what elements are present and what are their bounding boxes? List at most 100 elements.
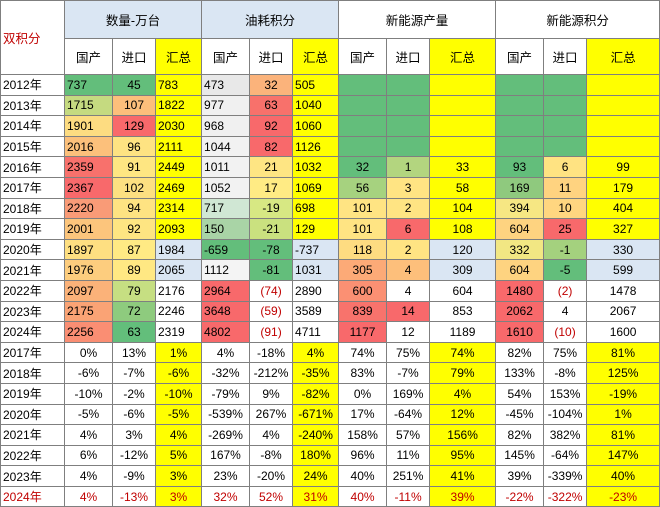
table-cell: 92 xyxy=(249,115,294,137)
table-cell: 2 xyxy=(386,197,431,220)
table-cell: (2) xyxy=(543,279,588,302)
table-cell: 4% xyxy=(64,465,113,487)
table-cell: 93 xyxy=(495,156,545,178)
table-cell: 75% xyxy=(543,341,588,364)
table-cell: 95% xyxy=(429,444,497,467)
table-cell: -10% xyxy=(154,382,203,405)
table-cell: 63 xyxy=(112,321,156,343)
table-cell: -19% xyxy=(586,382,660,405)
row-year-label: 2017年 xyxy=(0,176,65,199)
table-cell: -8% xyxy=(249,444,294,467)
table-cell: 1822 xyxy=(154,94,203,117)
table-cell xyxy=(495,115,545,137)
table-cell: 31% xyxy=(292,485,340,507)
table-cell: 82 xyxy=(249,135,294,158)
table-cell: 81% xyxy=(586,424,660,446)
table-row: 2022年 2097 79 2176 2964 (74) 2890 600 4 604 1480 (2… xyxy=(0,279,660,302)
subheader-import: 进口 xyxy=(112,38,156,75)
table-cell: 11% xyxy=(386,444,431,467)
table-cell: 1610 xyxy=(495,321,545,343)
table-cell: 2093 xyxy=(154,218,203,240)
table-cell xyxy=(495,135,545,158)
table-cell: 2062 xyxy=(495,300,545,323)
table-cell: 147% xyxy=(586,444,660,467)
table-cell: -64% xyxy=(543,444,588,467)
table-cell: -104% xyxy=(543,403,588,426)
subheader-import: 进口 xyxy=(249,38,294,75)
table-cell: 158% xyxy=(338,424,388,446)
table-cell: 25 xyxy=(543,218,588,240)
subheader-domestic: 国产 xyxy=(201,38,251,75)
table-cell: 96% xyxy=(338,444,388,467)
table-cell: 698 xyxy=(292,197,340,220)
table-cell: 4802 xyxy=(201,321,251,343)
table-cell: 40% xyxy=(338,465,388,487)
table-cell: 1031 xyxy=(292,259,340,281)
table-row: 2015年 2016 96 2111 1044 82 1126 xyxy=(0,135,660,158)
table-cell: 156% xyxy=(429,424,497,446)
table-cell: -539% xyxy=(201,403,251,426)
table-cell: -6% xyxy=(64,362,113,384)
table-cell: 52% xyxy=(249,485,294,507)
table-cell: 0% xyxy=(64,341,113,364)
table-row: 2024年 4% -13% 3% 32% 52% 31% 40% -11% 39% -22% -322… xyxy=(0,485,660,507)
table-cell: 74% xyxy=(429,341,497,364)
table-cell: 4% xyxy=(64,424,113,446)
table-cell: 39% xyxy=(495,465,545,487)
table-cell xyxy=(495,74,545,96)
table-cell: (91) xyxy=(249,321,294,343)
table-cell xyxy=(386,115,431,137)
table-cell: 153% xyxy=(543,382,588,405)
table-cell: 1% xyxy=(154,341,203,364)
table-row: 2021年 4% 3% 4% -269% 4% -240% 158% 57% 156% 82% 382… xyxy=(0,424,660,446)
table-cell: 118 xyxy=(338,238,388,261)
table-row: 2023年 2175 72 2246 3648 (59) 3589 839 14 853 2062 4… xyxy=(0,300,660,323)
table-cell: 2067 xyxy=(586,300,660,323)
table-cell: -6% xyxy=(154,362,203,384)
table-cell: (59) xyxy=(249,300,294,323)
table-cell: 129 xyxy=(112,115,156,137)
table-cell: 4% xyxy=(429,382,497,405)
table-cell: 2175 xyxy=(64,300,113,323)
row-year-label: 2014年 xyxy=(0,115,65,137)
table-cell: -19 xyxy=(249,197,294,220)
table-cell: 99 xyxy=(586,156,660,178)
table-row: 2019年 -10% -2% -10% -79% 9% -82% 0% 169% 4% 54% 153… xyxy=(0,382,660,405)
table-cell: 1897 xyxy=(64,238,113,261)
row-year-label: 2021年 xyxy=(0,259,65,281)
table-cell: 2359 xyxy=(64,156,113,178)
table-cell: 24% xyxy=(292,465,340,487)
table-cell: -45% xyxy=(495,403,545,426)
table-cell: 12% xyxy=(429,403,497,426)
table-cell: -35% xyxy=(292,362,340,384)
table-cell: 58 xyxy=(429,176,497,199)
table-cell xyxy=(586,115,660,137)
table-cell: 101 xyxy=(338,218,388,240)
table-cell: -7% xyxy=(386,362,431,384)
table-cell: 40% xyxy=(586,465,660,487)
subheader-domestic: 国产 xyxy=(64,38,113,75)
table-cell: 169% xyxy=(386,382,431,405)
table-cell: 3648 xyxy=(201,300,251,323)
table-cell: 83% xyxy=(338,362,388,384)
table-row: 2018年 -6% -7% -6% -32% -212% -35% 83% -7% 79% 133%… xyxy=(0,362,660,384)
table-cell xyxy=(543,115,588,137)
table-cell: 57% xyxy=(386,424,431,446)
table-cell: 394 xyxy=(495,197,545,220)
table-cell: 2449 xyxy=(154,156,203,178)
table-cell: 2220 xyxy=(64,197,113,220)
table-cell: 107 xyxy=(112,94,156,117)
table-cell: -23% xyxy=(586,485,660,507)
group-header-row: 双积分 数量-万台 油耗积分 新能源产量 新能源积分 xyxy=(0,0,660,75)
table-cell: 32% xyxy=(201,485,251,507)
table-cell: 783 xyxy=(154,74,203,96)
table-cell: 3% xyxy=(154,485,203,507)
table-cell: 54% xyxy=(495,382,545,405)
table-cell: 94 xyxy=(112,197,156,220)
table-cell: -1 xyxy=(543,238,588,261)
table-cell: 104 xyxy=(429,197,497,220)
table-cell: 2964 xyxy=(201,279,251,302)
table-cell: 2246 xyxy=(154,300,203,323)
table-cell: 32 xyxy=(338,156,388,178)
